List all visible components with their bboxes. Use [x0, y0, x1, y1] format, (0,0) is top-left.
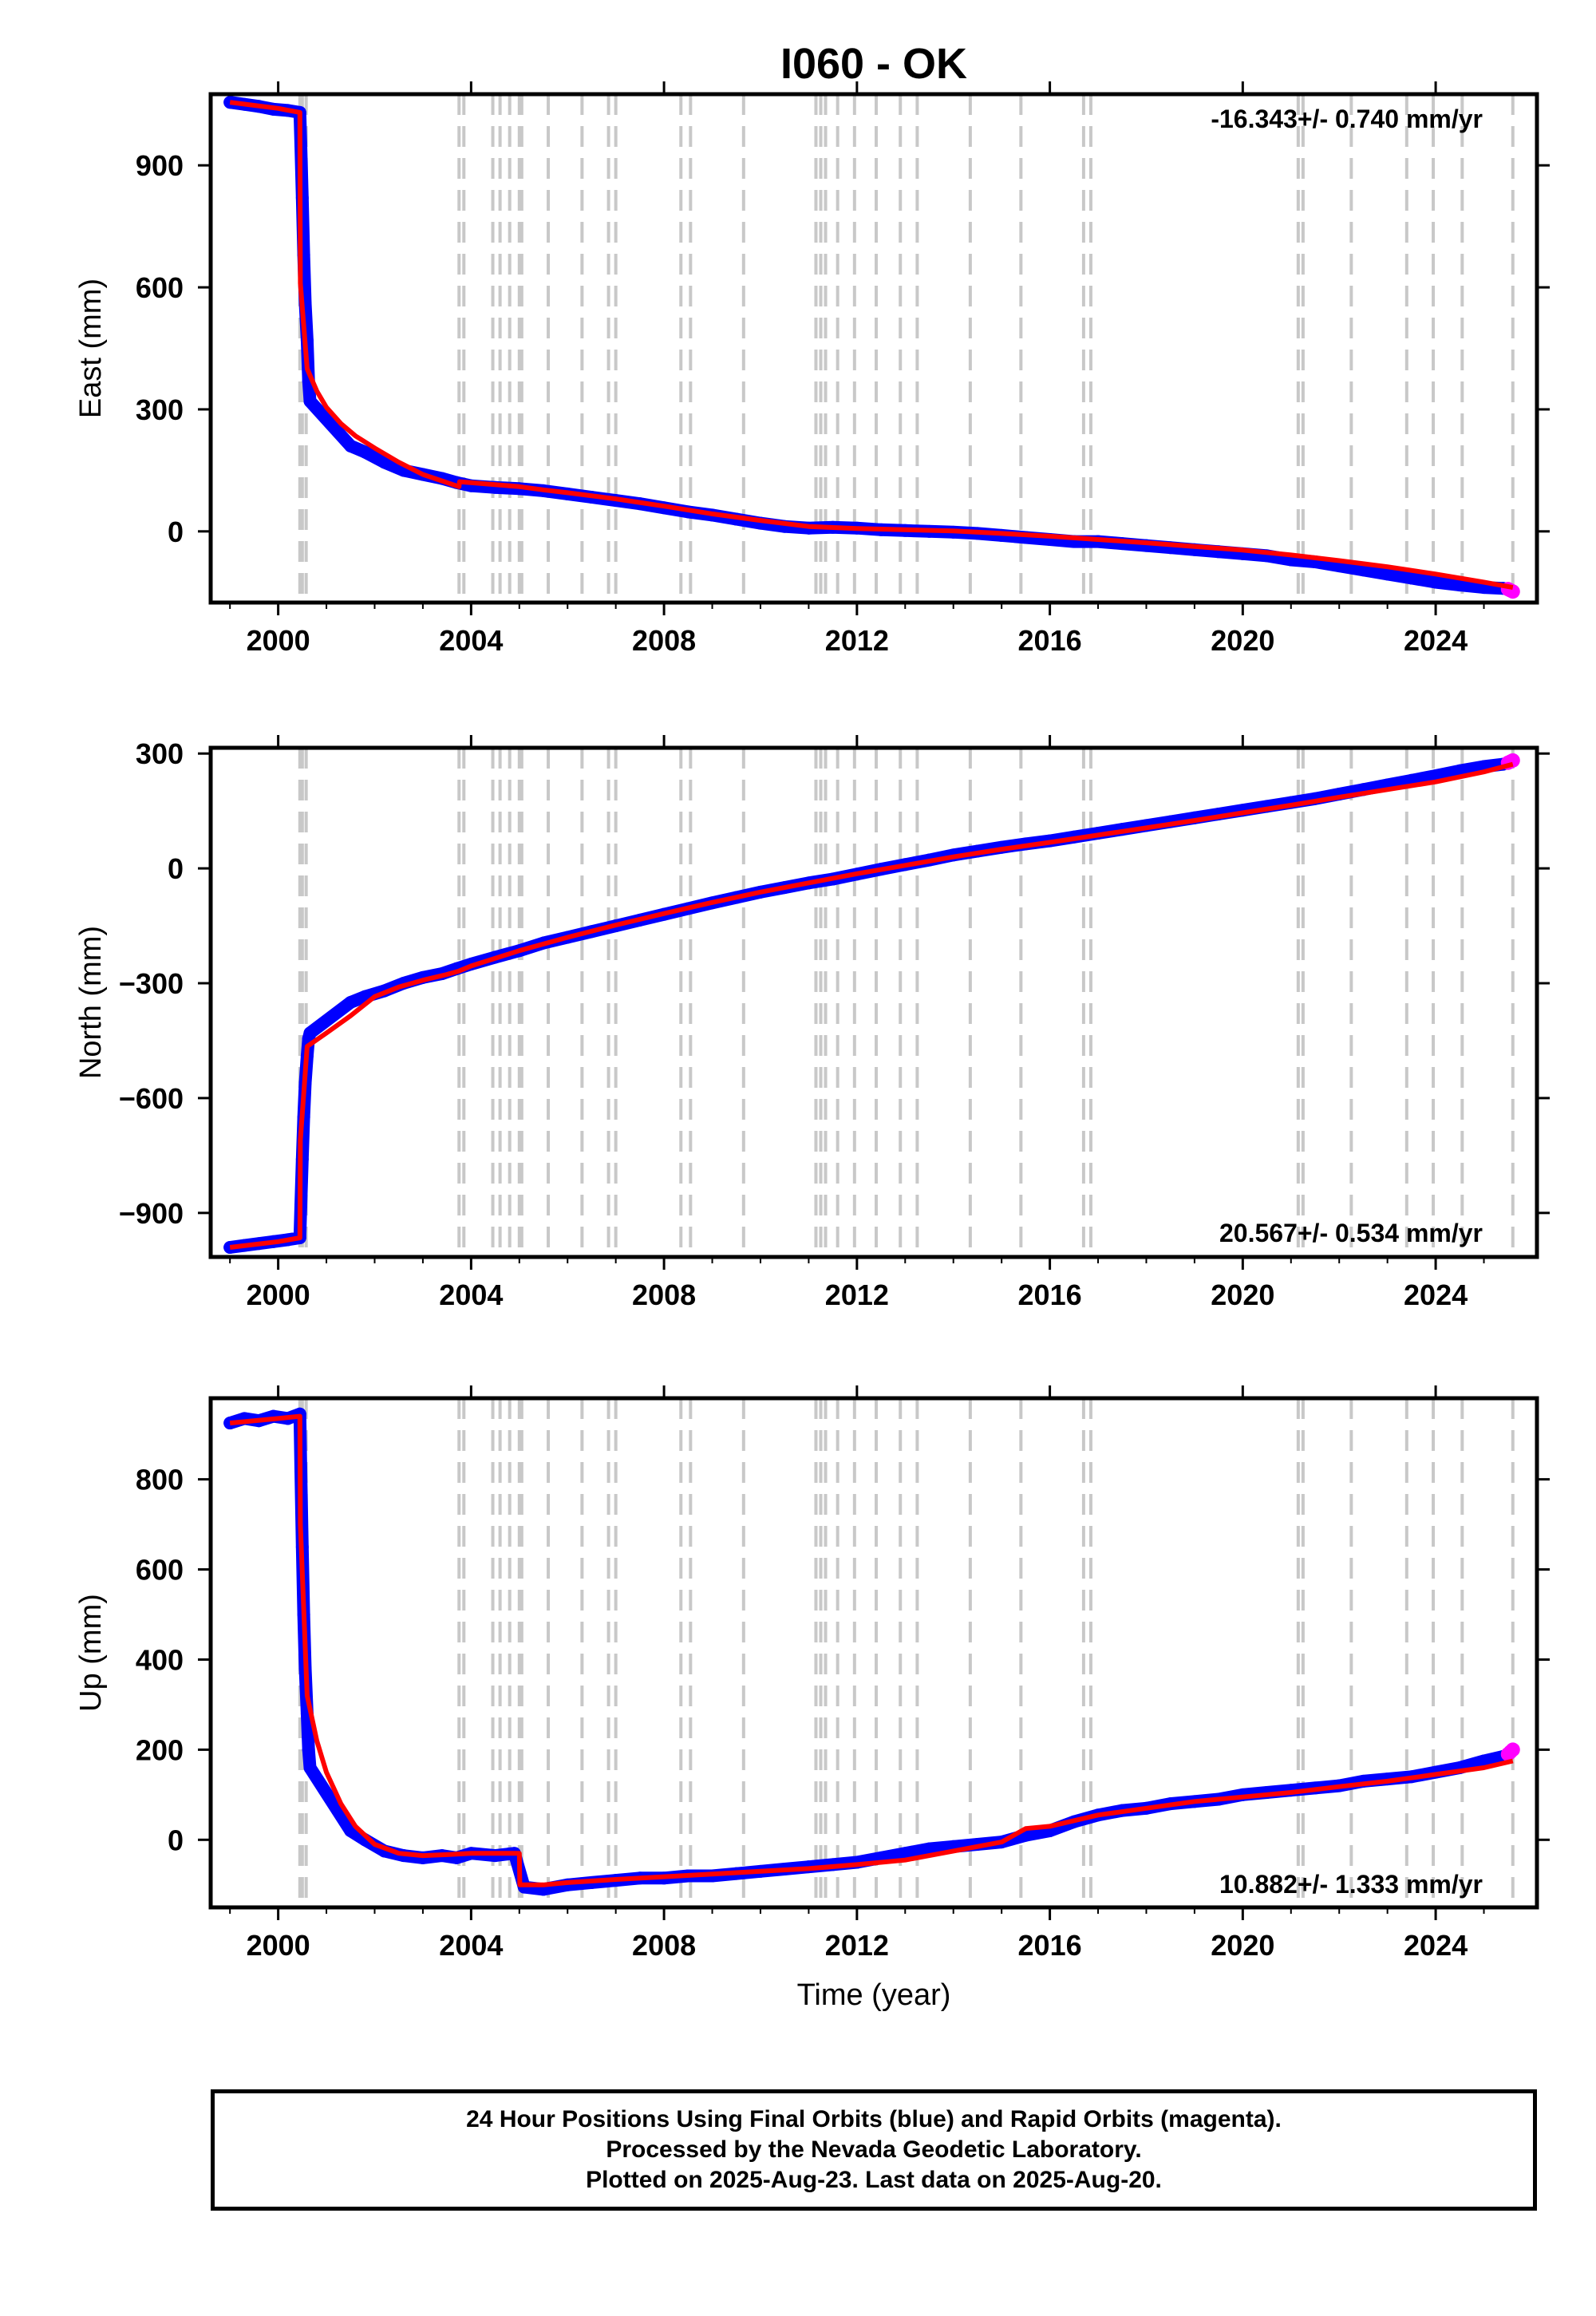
plot-frame	[208, 745, 1539, 1259]
x-tick-label: 2000	[247, 1929, 310, 1962]
y-tick-label: 0	[168, 852, 184, 885]
y-tick-label: 800	[136, 1464, 184, 1496]
y-tick-label: −300	[119, 967, 184, 1000]
final-orbit-series	[223, 96, 1510, 595]
y-tick-label: 300	[136, 737, 184, 770]
velocity-annotation: -16.343+/- 0.740 mm/yr	[1211, 105, 1483, 133]
observation-point	[922, 1842, 936, 1856]
final-orbit-series	[223, 1407, 1510, 1896]
footer-box: 24 Hour Positions Using Final Orbits (bl…	[211, 2089, 1537, 2211]
x-tick-label: 2012	[825, 1929, 889, 1962]
observation-point	[303, 1761, 317, 1774]
y-tick-label: −900	[119, 1197, 184, 1230]
y-tick-label: 600	[136, 1554, 184, 1587]
x-tick-label: 2000	[247, 624, 310, 657]
observation-point	[223, 1417, 237, 1430]
y-tick-label: 200	[136, 1733, 184, 1766]
x-tick-label: 2024	[1404, 1279, 1468, 1311]
y-tick-label: 0	[168, 516, 184, 548]
y-axis-label: Up (mm)	[74, 1594, 108, 1712]
x-tick-label: 2012	[825, 624, 889, 657]
observation-point	[344, 439, 358, 453]
observation-point	[1404, 571, 1418, 585]
plot-frame	[208, 1396, 1539, 1910]
x-tick-label: 2024	[1404, 1929, 1468, 1962]
x-tick-label: 2008	[632, 1929, 696, 1962]
observation-point	[344, 996, 358, 1009]
y-axis-label: North (mm)	[74, 926, 108, 1079]
observation-point	[303, 394, 317, 408]
model-fit-line	[229, 100, 1514, 591]
y-tick-label: 400	[136, 1643, 184, 1676]
x-tick-label: 2020	[1211, 1279, 1274, 1311]
observation-point	[358, 445, 372, 459]
x-tick-label: 2012	[825, 1279, 889, 1311]
velocity-annotation: 10.882+/- 1.333 mm/yr	[1219, 1870, 1483, 1899]
observation-point	[377, 456, 391, 469]
y-tick-label: 0	[168, 1824, 184, 1856]
observation-point	[223, 1241, 237, 1255]
plot-area	[223, 748, 1520, 1257]
observation-point	[1357, 563, 1370, 577]
observation-point	[899, 1847, 912, 1860]
x-axis-label: Time (year)	[797, 1978, 951, 2012]
plot-frame	[208, 92, 1539, 605]
footer-line-3: Plotted on 2025-Aug-23. Last data on 202…	[586, 2167, 1162, 2193]
observation-point	[1477, 1754, 1491, 1768]
x-tick-label: 2016	[1018, 624, 1082, 657]
footer-line-2: Processed by the Nevada Geodetic Laborat…	[606, 2136, 1142, 2163]
x-tick-label: 2004	[439, 1929, 503, 1962]
observation-point	[302, 1743, 315, 1757]
y-tick-label: 300	[136, 393, 184, 426]
plot-area	[223, 1398, 1520, 1907]
x-tick-label: 2000	[247, 1279, 310, 1311]
panel-north: 2000 2004 2008 2012 2016 2020 2024 300 0 −300 −600…	[74, 735, 1550, 1311]
y-tick-label: 600	[136, 271, 184, 304]
observation-point	[1381, 567, 1394, 581]
x-tick-label: 2008	[632, 1279, 696, 1311]
y-axis-label: East (mm)	[74, 279, 108, 418]
observation-point	[303, 1026, 317, 1040]
station-title: I060 - OK	[780, 40, 967, 88]
x-tick-label: 2020	[1211, 1929, 1274, 1962]
model-fit-line	[229, 1413, 1514, 1887]
y-tick-label: 900	[136, 149, 184, 182]
observation-point	[1453, 579, 1467, 592]
footer-line-1: 24 Hour Positions Using Final Orbits (bl…	[466, 2106, 1282, 2132]
x-tick-label: 2020	[1211, 624, 1274, 657]
panel-east: 2000 2004 2008 2012 2016 2020 2024 900 600 300 0 Ea…	[74, 81, 1550, 657]
plot-area	[223, 94, 1520, 603]
velocity-annotation: 20.567+/- 0.534 mm/yr	[1219, 1219, 1483, 1247]
observation-point	[223, 96, 237, 109]
observation-point	[1429, 575, 1443, 589]
x-tick-label: 2016	[1018, 1279, 1082, 1311]
y-tick-label: −600	[119, 1082, 184, 1115]
rapid-orbit-point	[1505, 1742, 1520, 1757]
panel-up: 2000 2004 2008 2012 2016 2020 2024800600400200…	[74, 1385, 1550, 2012]
x-tick-label: 2004	[439, 1279, 503, 1311]
x-tick-label: 2008	[632, 624, 696, 657]
x-tick-label: 2024	[1404, 624, 1468, 657]
model-fit-line	[229, 761, 1514, 1250]
x-tick-label: 2004	[439, 624, 503, 657]
x-tick-label: 2016	[1018, 1929, 1082, 1962]
final-orbit-series	[223, 757, 1510, 1254]
